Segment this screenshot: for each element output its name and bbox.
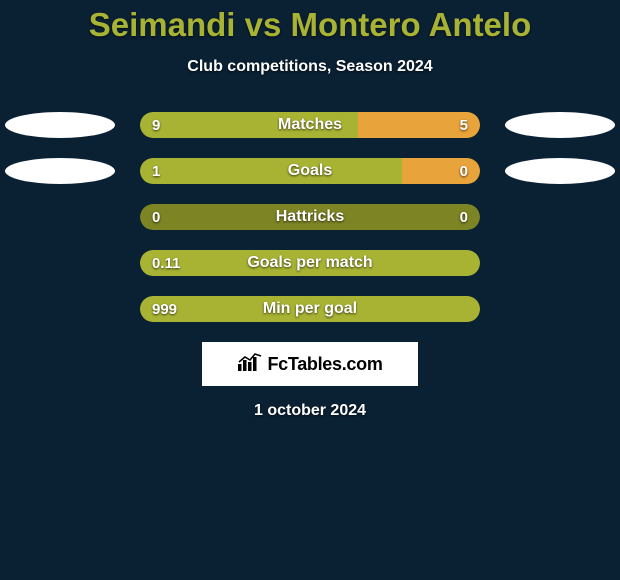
stat-bar: Hattricks00 [140,204,480,230]
bar-segment-left [140,158,402,184]
left-spacer [5,296,115,322]
left-ellipse [5,112,115,138]
right-spacer [505,204,615,230]
bar-segment-full [140,296,480,322]
comparison-widget: Seimandi vs Montero Antelo Club competit… [0,0,620,420]
stat-row: Goals10 [0,158,620,184]
right-ellipse [505,112,615,138]
left-spacer [5,204,115,230]
bar-segment-right [358,112,480,138]
stat-bar: Matches95 [140,112,480,138]
stat-bar: Goals per match0.11 [140,250,480,276]
stat-row: Goals per match0.11 [0,250,620,276]
right-spacer [505,296,615,322]
stat-bar: Min per goal999 [140,296,480,322]
bar-segment-left [140,112,358,138]
stat-rows: Matches95 Goals10 Hattricks00 Goals per mat… [0,112,620,322]
bar-segment-full [140,250,480,276]
left-ellipse [5,158,115,184]
bar-segment-right [402,158,480,184]
brand-box[interactable]: FcTables.com [202,342,418,386]
right-spacer [505,250,615,276]
stat-row: Hattricks00 [0,204,620,230]
stat-row: Min per goal999 [0,296,620,322]
bar-track [140,204,480,230]
left-spacer [5,250,115,276]
subtitle: Club competitions, Season 2024 [0,58,620,76]
brand-chart-icon [237,352,263,377]
date-label: 1 october 2024 [0,402,620,420]
right-ellipse [505,158,615,184]
brand-text: FcTables.com [267,354,382,375]
stat-row: Matches95 [0,112,620,138]
page-title: Seimandi vs Montero Antelo [0,6,620,44]
stat-bar: Goals10 [140,158,480,184]
